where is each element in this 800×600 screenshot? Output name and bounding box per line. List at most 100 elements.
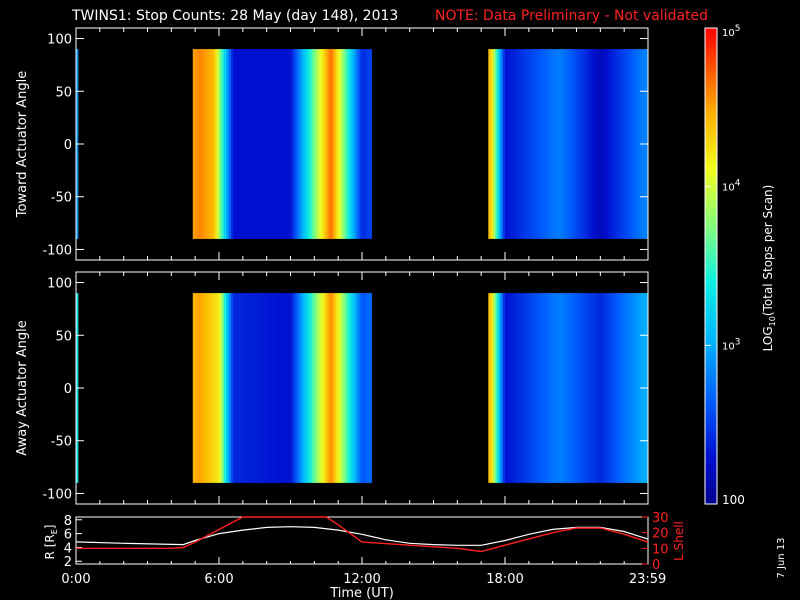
- heatmap-cell: [631, 293, 635, 483]
- heatmap-cell: [345, 49, 349, 239]
- colorbar-tick-base: 10: [722, 183, 735, 194]
- heatmap-cell: [566, 49, 570, 239]
- heatmap-cell: [311, 49, 315, 239]
- away-heatmap-cells: [76, 293, 649, 483]
- heatmap-cell: [512, 49, 515, 239]
- heatmap-cell: [552, 293, 556, 483]
- away-y-axis-label: Away Actuator Angle: [15, 320, 30, 455]
- heatmap-cell: [254, 49, 258, 239]
- heatmap-cell: [309, 293, 313, 483]
- y-tick-label: -50: [51, 435, 72, 450]
- heatmap-cell: [245, 49, 248, 239]
- heatmap-cell: [512, 293, 515, 483]
- heatmap-cell: [526, 49, 530, 239]
- heatmap-cell: [219, 49, 222, 239]
- colorbar-tick-label: 104: [722, 179, 741, 194]
- colorbar-tick-label: 103: [722, 337, 740, 352]
- heatmap-cell: [266, 293, 270, 483]
- r-tick-label: 6: [64, 528, 72, 543]
- heatmap-cell: [219, 293, 222, 483]
- heatmap-cell: [331, 293, 334, 483]
- colorbar-label-rest: (Total Stops per Scan): [761, 185, 775, 316]
- heatmap-cell: [207, 49, 210, 239]
- heatmap-cell: [543, 49, 546, 239]
- l-tick-label: 20: [652, 527, 669, 542]
- heatmap-cell: [271, 49, 275, 239]
- heatmap-cell: [340, 293, 344, 483]
- heatmap-cell: [545, 49, 549, 239]
- x-tick-label: 6:00: [204, 572, 233, 587]
- heatmap-cell: [490, 293, 494, 483]
- heatmap-cell: [619, 49, 623, 239]
- heatmap-cell: [285, 49, 289, 239]
- heatmap-cell: [323, 293, 327, 483]
- heatmap-cell: [204, 49, 208, 239]
- heatmap-cell: [605, 293, 608, 483]
- heatmap-cell: [223, 293, 227, 483]
- heatmap-cell: [526, 293, 530, 483]
- l-shell-line: [76, 516, 649, 553]
- heatmap-cell: [283, 293, 287, 483]
- heatmap-cell: [350, 49, 353, 239]
- heatmap-cell: [578, 49, 582, 239]
- heatmap-cell: [309, 49, 313, 239]
- heatmap-cell: [638, 49, 642, 239]
- heatmap-cell: [564, 293, 568, 483]
- heatmap-cell: [288, 293, 291, 483]
- heatmap-cell: [633, 293, 637, 483]
- toward-panel: 100 50 0 -50 -100 Toward Actuator Angle: [15, 27, 649, 261]
- heatmap-cell: [283, 49, 287, 239]
- heatmap-cell: [280, 49, 284, 239]
- heatmap-cell: [257, 49, 260, 239]
- heatmap-cell: [521, 293, 525, 483]
- heatmap-cell: [574, 293, 577, 483]
- heatmap-cell: [328, 49, 332, 239]
- heatmap-cell: [347, 293, 351, 483]
- heatmap-cell: [502, 293, 506, 483]
- heatmap-cell: [524, 293, 527, 483]
- heatmap-cell: [278, 49, 282, 239]
- heatmap-cell: [192, 293, 196, 483]
- heatmap-cell: [588, 293, 592, 483]
- heatmap-cell: [319, 293, 322, 483]
- heatmap-cell: [316, 293, 320, 483]
- heatmap-cell: [273, 293, 277, 483]
- r-tick-label: 4: [64, 541, 72, 556]
- heatmap-cell: [631, 49, 635, 239]
- heatmap-cell: [557, 49, 561, 239]
- heatmap-cell: [314, 49, 318, 239]
- heatmap-cell: [292, 49, 296, 239]
- away-panel: 100 50 0 -50 -100 Away Actuator Angle: [15, 271, 649, 505]
- heatmap-cell: [590, 49, 594, 239]
- heatmap-cell: [304, 293, 308, 483]
- heatmap-cell: [602, 293, 606, 483]
- heatmap-cell: [335, 49, 339, 239]
- heatmap-cell: [345, 293, 349, 483]
- heatmap-cell: [321, 49, 325, 239]
- heatmap-cell: [564, 49, 568, 239]
- colorbar-label-sub: 10: [768, 316, 777, 326]
- heatmap-cell: [223, 49, 227, 239]
- y-tick-label: -50: [51, 191, 72, 206]
- heatmap-cell: [593, 293, 596, 483]
- heatmap-cell: [340, 49, 344, 239]
- heatmap-cell: [500, 293, 504, 483]
- heatmap-cell: [278, 293, 282, 483]
- colorbar-tick-label: 100: [722, 493, 745, 507]
- heatmap-cell: [302, 293, 306, 483]
- heatmap-cell: [505, 293, 508, 483]
- heatmap-cell: [242, 293, 246, 483]
- heatmap-cell: [240, 49, 244, 239]
- heatmap-cell: [195, 293, 198, 483]
- heatmap-cell: [221, 293, 225, 483]
- heatmap-cell: [624, 293, 627, 483]
- heatmap-cell: [597, 49, 601, 239]
- heatmap-cell: [583, 293, 587, 483]
- chart-title: TWINS1: Stop Counts: 28 May (day 148), 2…: [71, 8, 398, 24]
- heatmap-cell: [197, 49, 201, 239]
- heatmap-cell: [211, 293, 215, 483]
- l-tick-label: 0: [652, 558, 660, 573]
- heatmap-cell: [326, 49, 330, 239]
- y-tick-label: -100: [42, 487, 72, 502]
- heatmap-cell: [562, 293, 565, 483]
